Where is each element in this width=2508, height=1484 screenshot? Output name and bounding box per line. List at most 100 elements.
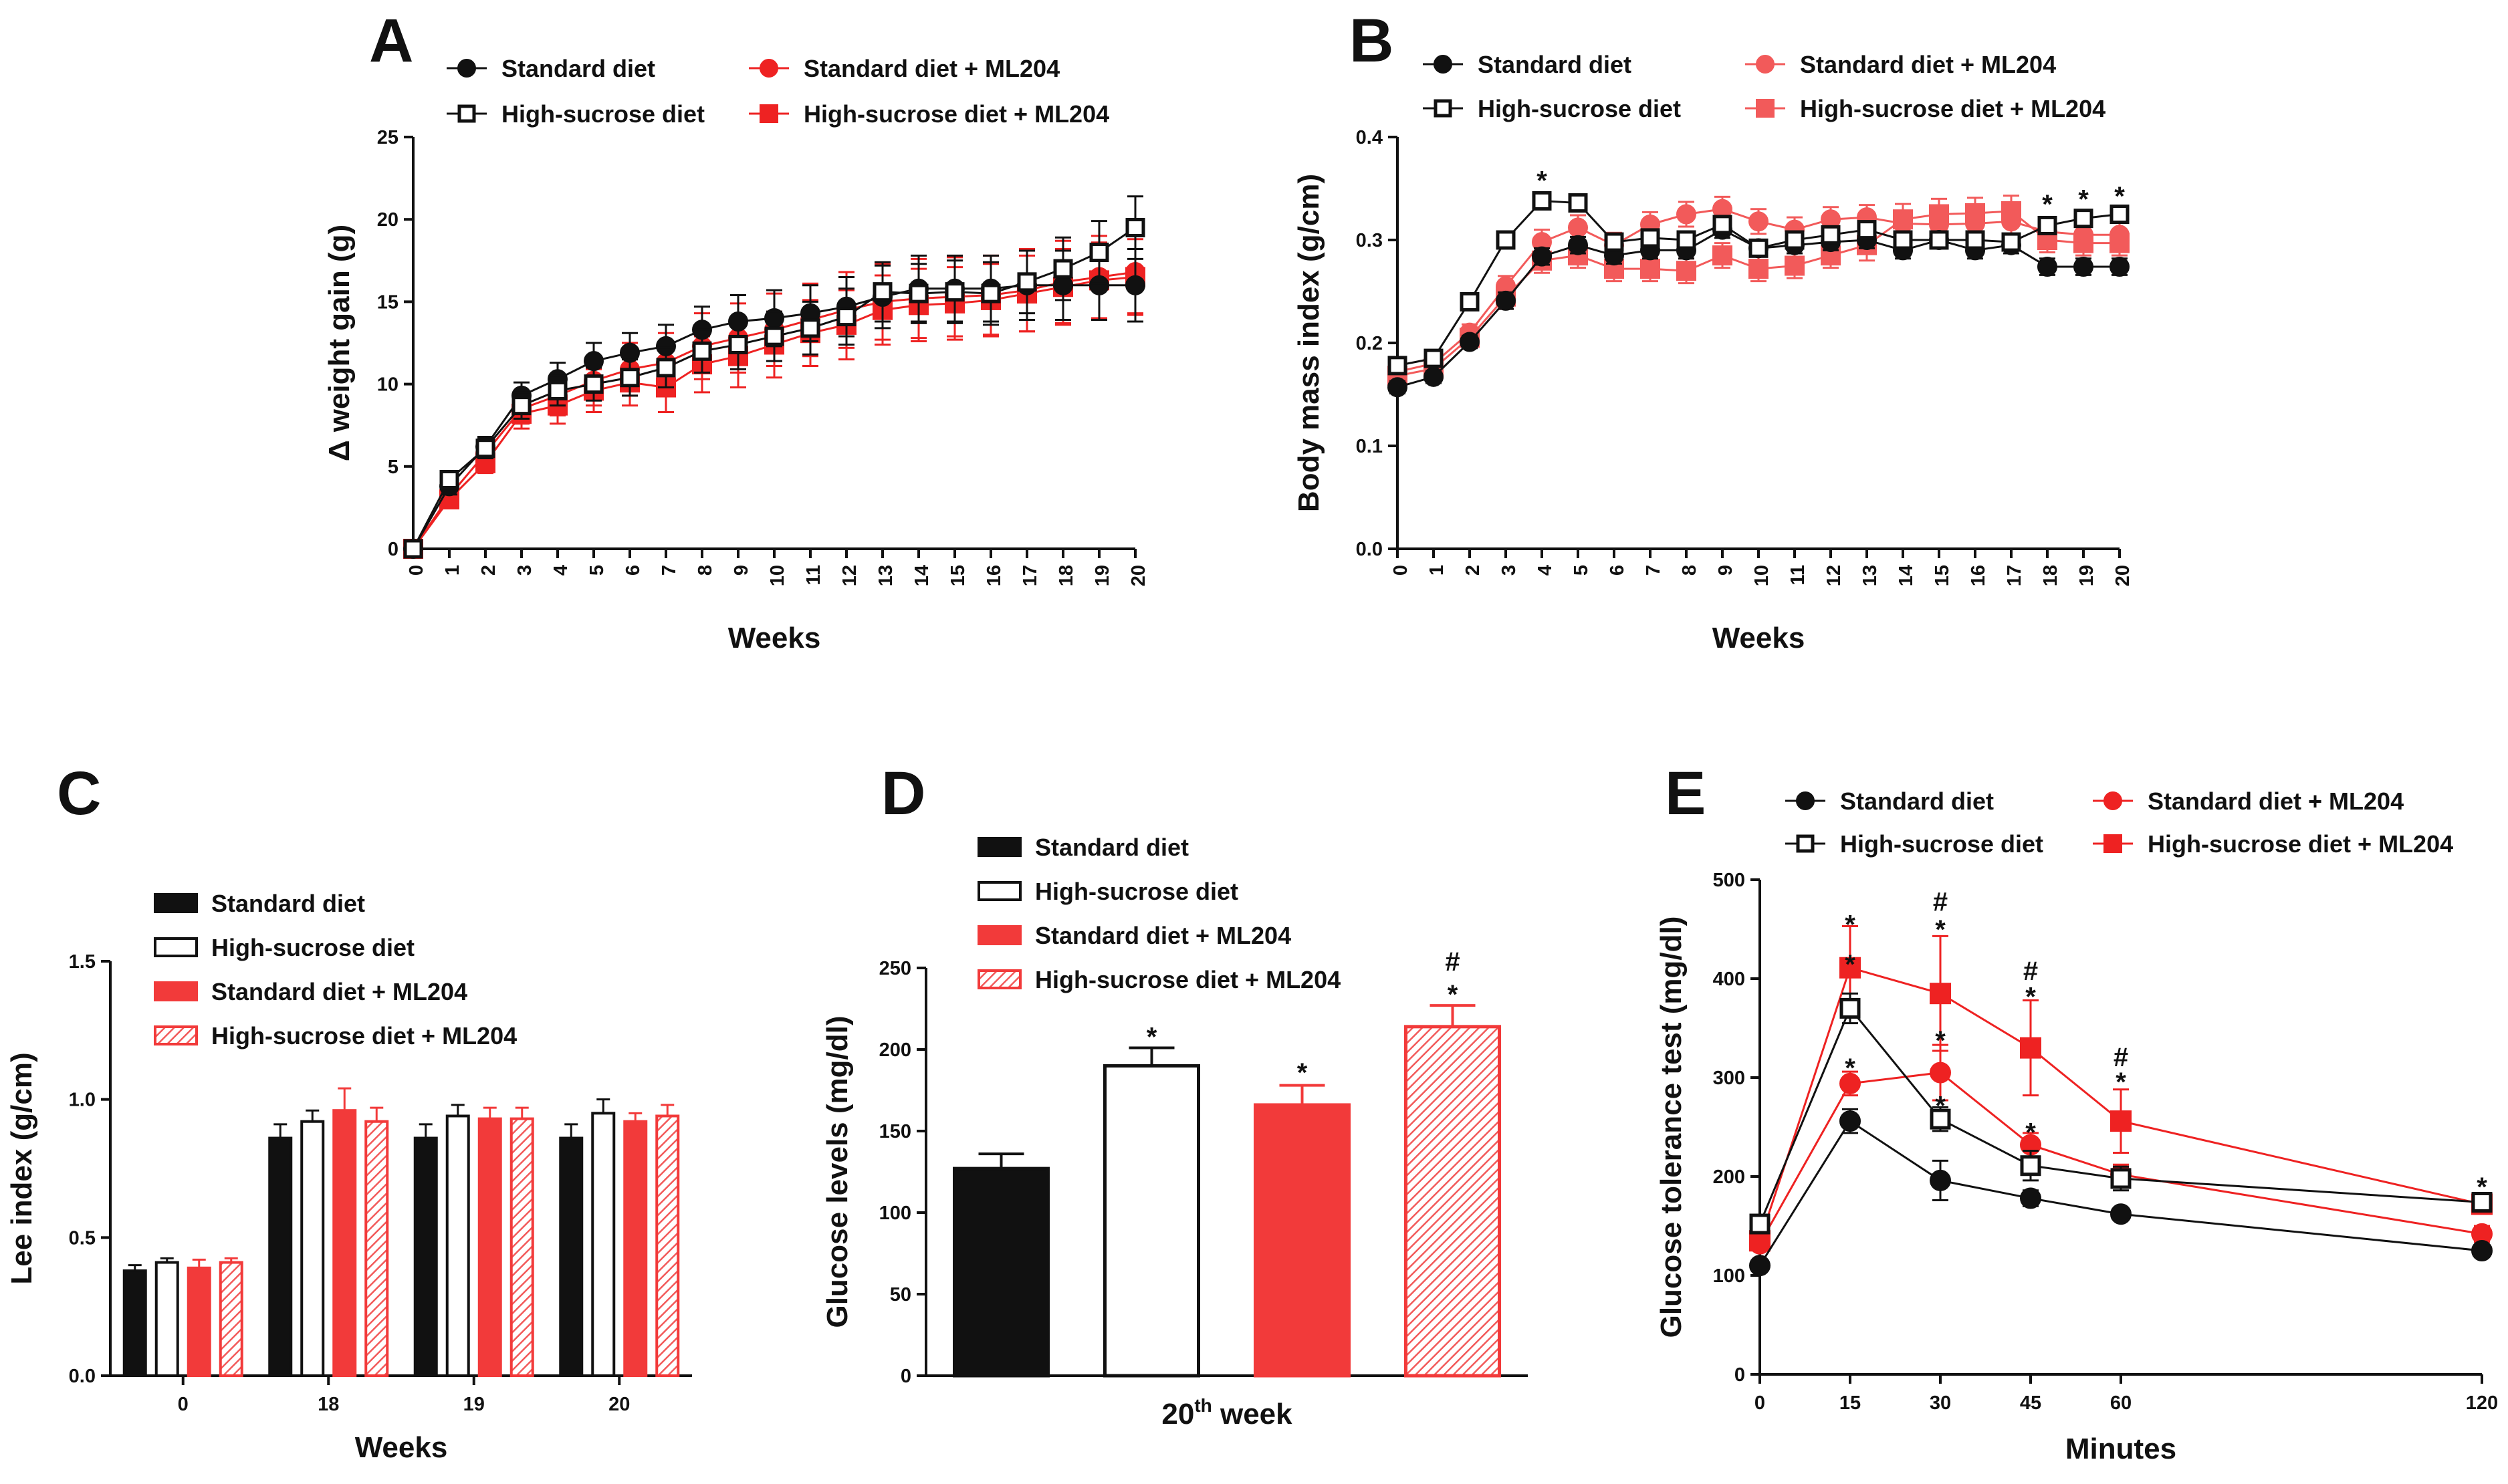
data-point xyxy=(1749,1255,1771,1277)
significance-mark: * xyxy=(1845,950,1855,979)
x-tick-label: 0 xyxy=(1390,565,1411,576)
bar xyxy=(445,1114,470,1377)
legend-label: Standard diet + ML204 xyxy=(1035,922,1291,949)
x-tick-label: 13 xyxy=(1859,565,1881,586)
y-tick-label: 5 xyxy=(388,457,398,478)
x-tick-label: 18 xyxy=(318,1394,339,1415)
x-tick-label: 9 xyxy=(1715,565,1736,576)
x-tick-label: 2 xyxy=(478,565,499,576)
data-point xyxy=(1930,983,1951,1005)
data-point xyxy=(945,282,965,302)
y-tick-label: 20 xyxy=(377,209,398,231)
legend-label: High-sucrose diet + ML204 xyxy=(1800,95,2105,122)
data-point xyxy=(2020,1155,2041,1177)
x-tick-label: 6 xyxy=(1607,565,1628,576)
data-point xyxy=(2471,1191,2493,1213)
bar xyxy=(1103,1064,1200,1378)
data-point xyxy=(1387,356,1407,376)
legend-label: High-sucrose diet xyxy=(1035,878,1238,905)
legend-label: High-sucrose diet xyxy=(501,100,705,128)
legend-item: High-sucrose diet + ML204 xyxy=(1745,95,2105,122)
significance-mark: * xyxy=(1935,915,1946,945)
legend-label: Standard diet xyxy=(1035,834,1189,861)
significance-mark: * xyxy=(2025,1118,2036,1147)
data-point xyxy=(2110,1110,2132,1132)
legend-marker xyxy=(457,104,476,123)
y-axis-title: Body mass index (g/cm) xyxy=(1292,174,1325,512)
significance-mark: * xyxy=(2477,1172,2487,1202)
x-tick-label: 0 xyxy=(406,565,427,576)
bar xyxy=(122,1269,147,1378)
significance-mark: * xyxy=(2042,190,2053,219)
data-point xyxy=(1125,218,1145,238)
data-point xyxy=(692,341,712,361)
x-tick-label: 12 xyxy=(839,565,861,586)
legend-label: High-sucrose diet + ML204 xyxy=(1035,966,1341,993)
data-point xyxy=(1748,259,1769,279)
y-tick-label: 10 xyxy=(377,374,398,396)
data-point xyxy=(1496,230,1516,250)
data-point xyxy=(1785,230,1805,250)
x-tick-label: 20 xyxy=(2112,565,2134,586)
significance-mark: * xyxy=(1297,1058,1308,1088)
x-tick-label: 16 xyxy=(984,565,1005,586)
data-point xyxy=(873,282,893,302)
data-point xyxy=(1532,191,1552,211)
panel-e-legend: Standard diet High-sucrose diet Standard d… xyxy=(1785,787,2453,858)
data-point xyxy=(1930,1062,1951,1084)
data-point xyxy=(909,283,929,303)
legend-label: Standard diet + ML204 xyxy=(804,55,1060,82)
y-tick-label: 500 xyxy=(1713,870,1745,891)
data-point xyxy=(1821,225,1841,245)
data-point xyxy=(1640,228,1660,248)
y-tick-label: 200 xyxy=(1713,1166,1745,1188)
panel-b-label: B xyxy=(1349,7,1393,75)
bar xyxy=(509,1117,534,1377)
x-tick-label: 3 xyxy=(514,565,536,576)
data-point xyxy=(2001,232,2021,252)
significance-mark: * xyxy=(2116,1068,2126,1097)
x-tick-label: 10 xyxy=(1751,565,1773,586)
x-tick-label: 9 xyxy=(731,565,752,576)
data-point xyxy=(1857,220,1877,240)
x-tick-label: 13 xyxy=(875,565,897,586)
series-standard-diet xyxy=(1749,1108,2493,1277)
data-point xyxy=(800,318,820,338)
legend-item: Standard diet + ML204 xyxy=(2093,787,2404,815)
y-tick-label: 0 xyxy=(388,539,398,560)
data-point xyxy=(1893,230,1913,250)
series-line xyxy=(1758,966,2483,1241)
legend-label: High-sucrose diet + ML204 xyxy=(211,1022,517,1049)
legend-marker xyxy=(2103,791,2122,810)
x-tick-label: 120 xyxy=(2466,1392,2498,1414)
legend-swatch xyxy=(978,881,1022,901)
x-tick-label: 15 xyxy=(1839,1392,1861,1414)
y-tick-label: 0.2 xyxy=(1356,333,1383,354)
data-point xyxy=(1839,997,1861,1019)
legend-item: Standard diet xyxy=(978,834,1189,861)
legend-item: Standard diet + ML204 xyxy=(154,978,467,1005)
legend-label: High-sucrose diet + ML204 xyxy=(804,100,1109,128)
y-tick-label: 250 xyxy=(879,958,911,979)
data-point xyxy=(2471,1240,2493,1261)
y-tick-label: 0.1 xyxy=(1356,436,1383,457)
data-point xyxy=(1604,232,1624,252)
y-tick-label: 0.3 xyxy=(1356,230,1383,251)
y-axis-title: Lee index (g/cm) xyxy=(5,1052,38,1284)
x-tick-label: 19 xyxy=(1092,565,1113,586)
data-point xyxy=(1568,217,1588,238)
panel-c-legend: Standard diet High-sucrose diet Standard d… xyxy=(154,890,517,1049)
data-point xyxy=(1839,1072,1861,1094)
data-point xyxy=(2110,1168,2132,1189)
panel-b-legend: Standard diet High-sucrose diet Standard d… xyxy=(1423,51,2105,122)
x-tick-label: 7 xyxy=(659,565,680,576)
x-tick-label: 4 xyxy=(1534,565,1556,576)
data-point xyxy=(1676,204,1696,225)
legend-item: High-sucrose diet xyxy=(978,878,1238,905)
significance-mark: * xyxy=(2025,983,2036,1012)
y-tick-label: 400 xyxy=(1713,969,1745,990)
